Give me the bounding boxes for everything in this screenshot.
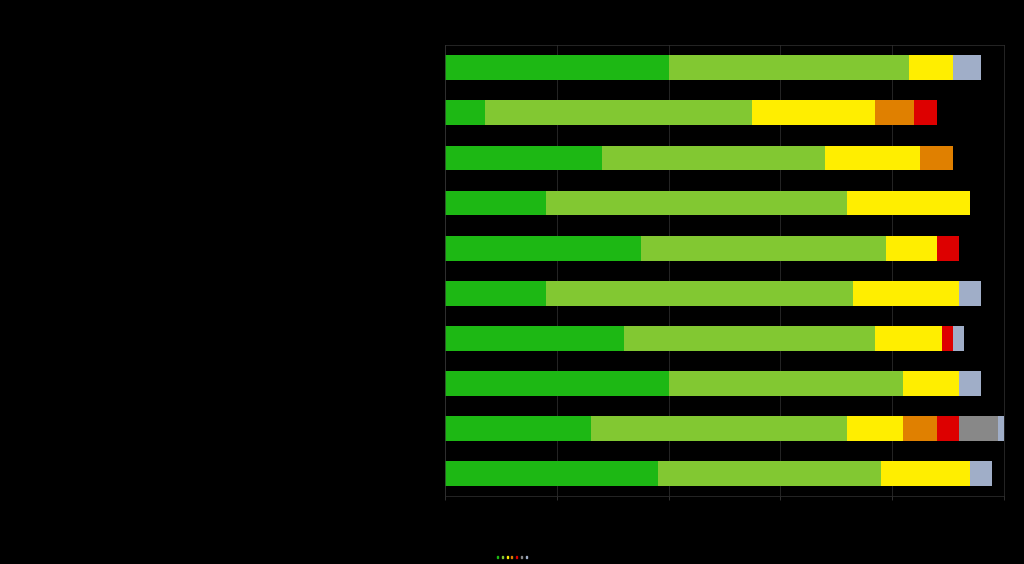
Bar (445, 100, 484, 125)
Bar (937, 236, 958, 261)
Bar (445, 326, 624, 351)
Bar (847, 416, 903, 441)
Bar (953, 55, 981, 80)
Bar (825, 146, 920, 170)
Bar (881, 461, 970, 486)
Bar (953, 326, 965, 351)
Bar (445, 461, 657, 486)
Bar (445, 236, 641, 261)
Bar (445, 371, 669, 396)
Bar (903, 371, 958, 396)
Bar (445, 55, 669, 80)
Bar (624, 326, 876, 351)
Bar (753, 100, 876, 125)
Bar (669, 55, 908, 80)
Bar (641, 236, 887, 261)
Bar (853, 281, 958, 306)
Bar (958, 371, 981, 396)
Bar (903, 416, 937, 441)
Bar (887, 236, 937, 261)
Bar (876, 326, 942, 351)
Bar (445, 191, 546, 215)
Bar (998, 416, 1009, 441)
Bar (920, 146, 953, 170)
Bar (958, 416, 998, 441)
Bar (602, 146, 825, 170)
Bar (914, 100, 937, 125)
Bar (942, 326, 953, 351)
Bar (937, 416, 958, 441)
Legend: , , , , , , : , , , , , , (498, 557, 526, 558)
Bar (445, 146, 602, 170)
Bar (657, 461, 881, 486)
Bar (546, 191, 847, 215)
Bar (445, 416, 591, 441)
Bar (591, 416, 847, 441)
Bar (484, 100, 753, 125)
Bar (546, 281, 853, 306)
Bar (958, 281, 981, 306)
Bar (876, 100, 914, 125)
Bar (669, 371, 903, 396)
Bar (970, 461, 992, 486)
Bar (847, 191, 970, 215)
Bar (908, 55, 953, 80)
Bar (445, 281, 546, 306)
